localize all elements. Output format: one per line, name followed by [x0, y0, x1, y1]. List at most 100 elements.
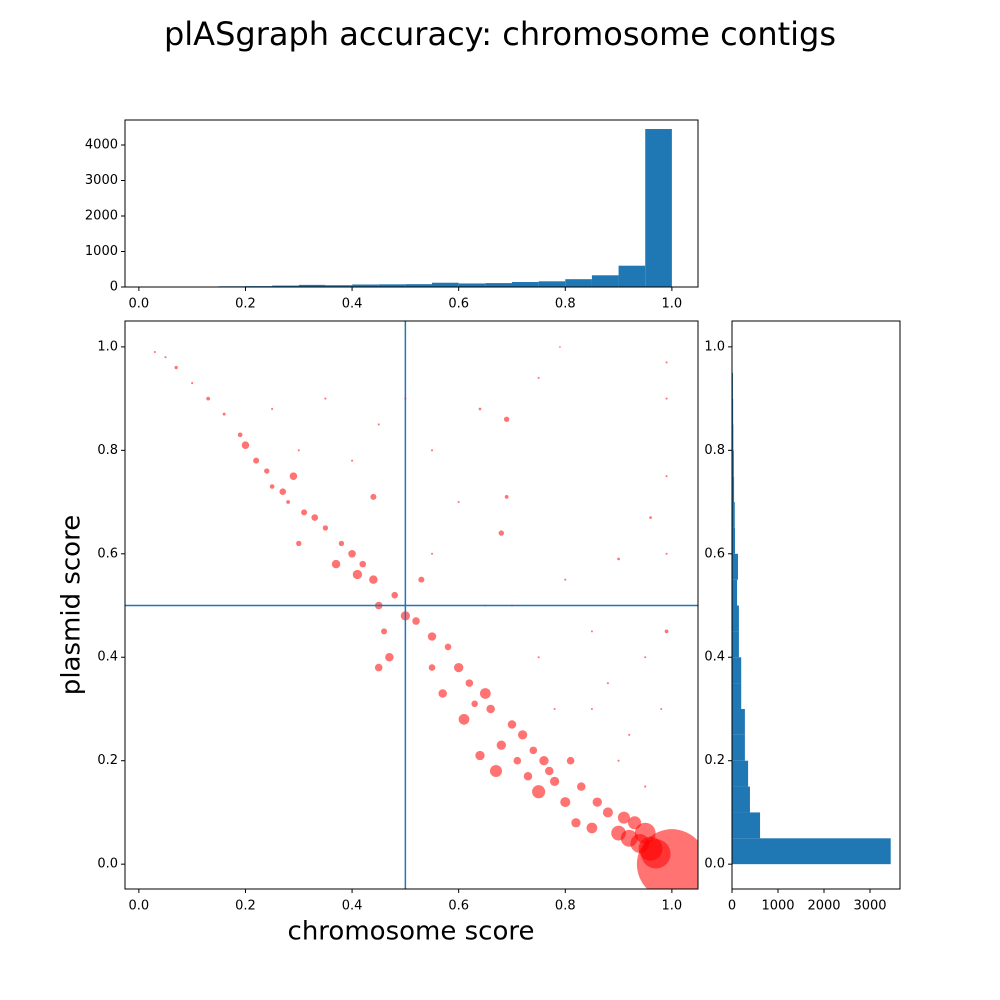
scatter-point [586, 822, 598, 834]
scatter-point [271, 407, 274, 410]
y-tick-label: 3000 [85, 173, 118, 188]
scatter-point [458, 713, 470, 725]
x-tick-label: 0.8 [555, 899, 576, 914]
scatter-point [253, 457, 260, 464]
scatter-point [174, 365, 178, 370]
scatter-point [374, 663, 383, 672]
scatter-point [428, 664, 436, 671]
scatter-point [279, 488, 287, 495]
x-tick-label: 0.0 [129, 899, 150, 914]
scatter-point [241, 441, 250, 449]
scatter-point [237, 432, 243, 438]
scatter-point [427, 632, 437, 641]
x-tick-label: 0.2 [235, 899, 256, 914]
scatter-point [617, 759, 620, 762]
histogram-bar [732, 579, 738, 606]
scatter-point [559, 346, 561, 348]
scatter-point [286, 500, 291, 504]
x-tick-label: 0 [728, 899, 736, 914]
scatter-point [222, 412, 226, 416]
histogram-bar [732, 502, 735, 528]
y-tick-label: 0.4 [704, 650, 725, 665]
scatter-point [665, 361, 668, 364]
scatter-point [660, 707, 663, 711]
scatter-point [590, 630, 593, 633]
y-tick-label: 4000 [85, 137, 118, 152]
histogram-bar [732, 631, 739, 658]
histogram-bar [732, 838, 891, 865]
scatter-point [498, 530, 504, 536]
y-tick-label: 0.6 [97, 546, 118, 561]
histogram-bar [325, 285, 353, 287]
scatter-point [311, 514, 319, 521]
x-tick-label: 0.4 [342, 899, 363, 914]
scatter-point [496, 740, 506, 750]
scatter-point [352, 569, 363, 580]
x-tick-label: 0.8 [555, 297, 576, 312]
scatter-point [191, 382, 194, 385]
scatter-point [602, 807, 613, 818]
scatter-point [529, 746, 538, 755]
scatter-point [606, 682, 609, 685]
scatter-point [664, 629, 669, 634]
y-tick-label: 1.0 [704, 339, 725, 354]
scatter-point [566, 756, 575, 765]
scatter-point [331, 559, 341, 569]
y-tick-label: 0.2 [704, 753, 725, 768]
scatter-point [628, 733, 631, 736]
scatter-point [324, 397, 327, 400]
scatter-point [438, 689, 447, 698]
scatter-point [289, 472, 298, 480]
histogram-bar [732, 450, 734, 477]
histogram-bar [732, 683, 742, 709]
scatter-point [370, 493, 377, 500]
scatter-point [523, 771, 533, 781]
histogram-bar [298, 284, 326, 287]
scatter-point [391, 591, 398, 599]
scatter-point [617, 811, 630, 824]
histogram-bar [732, 605, 739, 632]
scatter-point [478, 407, 482, 411]
scatter-point [206, 396, 211, 401]
scatter-point [649, 516, 652, 519]
y-tick-label: 1000 [85, 244, 118, 259]
scatter-point [418, 576, 425, 583]
y-tick-label: 0 [110, 280, 118, 295]
histogram-bar [732, 553, 738, 580]
y-axis-label: plasmid score [57, 515, 87, 695]
histogram-bar [485, 283, 512, 287]
histogram-bar [732, 760, 749, 787]
histogram-bar [732, 657, 742, 684]
x-tick-label: 0.6 [448, 899, 469, 914]
scatter-point [351, 459, 354, 462]
scatter-point [665, 397, 668, 400]
histogram-bar [732, 708, 745, 735]
scatter-point [322, 525, 329, 531]
scatter-point [457, 501, 460, 504]
x-tick-label: 2000 [807, 899, 840, 914]
scatter-point [517, 730, 528, 740]
scatter-point [296, 540, 302, 547]
scatter-point [430, 552, 434, 555]
x-tick-label: 3000 [853, 899, 886, 914]
scatter-point [644, 656, 647, 659]
axes-frame [124, 119, 699, 288]
scatter-point [444, 643, 452, 651]
histogram-bar [732, 786, 750, 813]
scatter-point [471, 700, 478, 708]
histogram-bar [272, 285, 299, 287]
scatter-point [301, 509, 308, 516]
y-tick-label: 0.0 [704, 857, 725, 872]
scatter-point [539, 756, 549, 766]
scatter-point [454, 662, 464, 673]
scatter-point [359, 560, 367, 568]
scatter-point [504, 494, 509, 499]
histogram-bar [732, 812, 761, 839]
scatter-point [269, 484, 275, 489]
y-tick-label: 0.2 [97, 753, 118, 768]
x-tick-label: 0.4 [342, 297, 363, 312]
scatter-point [560, 797, 571, 808]
histogram-bar [511, 282, 539, 287]
y-tick-label: 2000 [85, 208, 118, 223]
